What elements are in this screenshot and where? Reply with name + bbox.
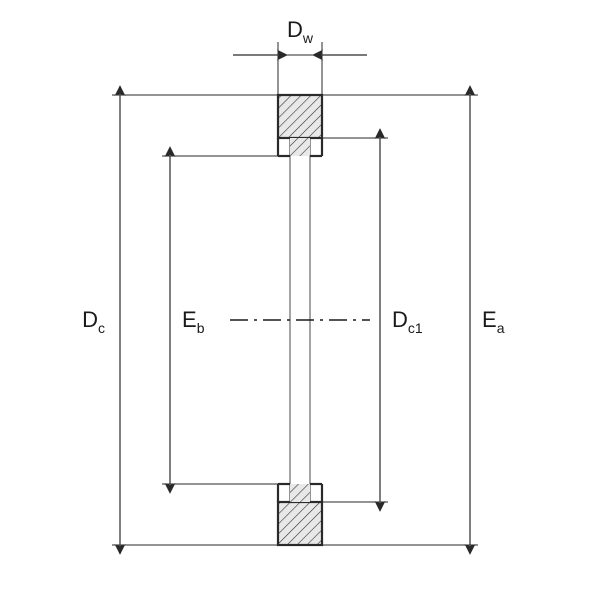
technical-drawing: Dw Dc Eb Dc1 Ea <box>0 0 600 600</box>
label-dw: Dw <box>287 17 314 46</box>
label-dc1: Dc1 <box>392 307 423 336</box>
label-ea: Ea <box>482 307 505 336</box>
label-eb: Eb <box>182 307 205 336</box>
label-dc: Dc <box>82 307 105 336</box>
